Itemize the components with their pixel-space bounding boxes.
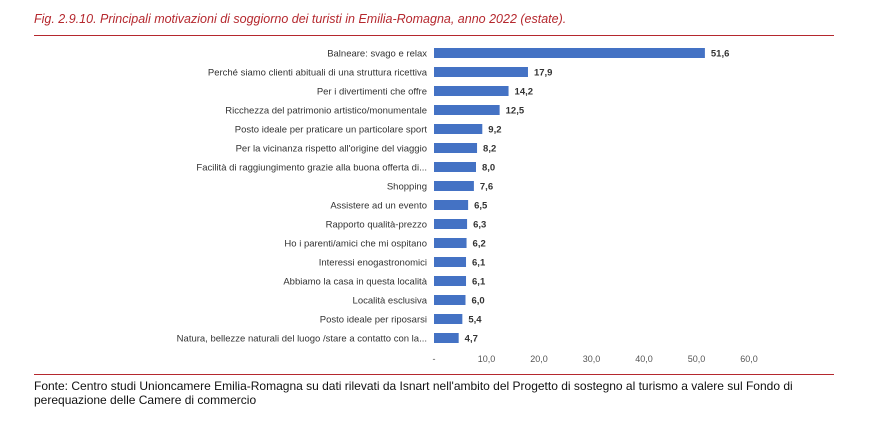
- bar: [434, 314, 463, 324]
- x-tick-label: 60,0: [740, 354, 758, 364]
- category-label: Per la vicinanza rispetto all'origine de…: [236, 144, 427, 155]
- title-rule: [34, 35, 834, 36]
- value-label: 5,4: [468, 315, 482, 326]
- x-tick-label: 40,0: [635, 354, 653, 364]
- value-label: 17,9: [534, 68, 553, 79]
- value-label: 14,2: [515, 87, 534, 98]
- category-label: Balneare: svago e relax: [327, 49, 427, 60]
- bar-chart: Balneare: svago e relax Perché siamo clie…: [177, 48, 758, 364]
- value-labels: 51,6 17,914,2 12,5 9,2 8,2 8,0 7,6 6,5 6,3 6,2 6,1…: [465, 49, 730, 345]
- category-label: Facilità di raggiungimento grazie alla b…: [196, 163, 427, 174]
- category-labels: Balneare: svago e relax Perché siamo clie…: [177, 49, 428, 345]
- category-label: Per i divertimenti che offre: [317, 87, 427, 98]
- value-label: 6,1: [472, 277, 486, 288]
- value-label: 6,5: [474, 201, 488, 212]
- bar: [434, 124, 483, 134]
- category-label: Ricchezza del patrimonio artistico/monum…: [225, 106, 427, 117]
- figure-title: Fig. 2.9.10. Principali motivazioni di s…: [34, 12, 567, 26]
- bar: [434, 105, 500, 115]
- value-label: 6,1: [472, 258, 486, 269]
- value-label: 4,7: [465, 334, 478, 345]
- category-label: Perché siamo clienti abituali di una str…: [208, 68, 428, 79]
- value-label: 7,6: [480, 182, 493, 193]
- category-label: Shopping: [387, 182, 427, 193]
- source-rule: [34, 374, 834, 375]
- value-label: 6,0: [472, 296, 485, 307]
- value-label: 9,2: [488, 125, 501, 136]
- bar: [434, 143, 478, 153]
- x-tick-label: -: [433, 354, 436, 364]
- value-label: 6,3: [473, 220, 486, 231]
- value-label: 12,5: [506, 106, 525, 117]
- bar: [434, 238, 467, 248]
- x-tick-label: 20,0: [530, 354, 548, 364]
- value-label: 8,2: [483, 144, 496, 155]
- bar: [434, 333, 459, 343]
- category-label: Posto ideale per riposarsi: [320, 315, 427, 326]
- x-tick-label: 30,0: [583, 354, 601, 364]
- bar: [434, 162, 476, 172]
- bar: [434, 200, 469, 210]
- bar: [434, 48, 705, 58]
- value-label: 6,2: [473, 239, 486, 250]
- bar: [434, 219, 468, 229]
- bar: [434, 257, 467, 267]
- bar: [434, 181, 474, 191]
- category-label: Rapporto qualità-prezzo: [326, 220, 427, 231]
- category-label: Località esclusiva: [353, 296, 428, 307]
- bar: [434, 295, 466, 305]
- x-axis-ticks: - 10,0 20,0 30,0 40,0 50,0 60,0: [433, 354, 758, 364]
- x-tick-label: 10,0: [478, 354, 496, 364]
- value-label: 51,6: [711, 49, 730, 60]
- bar: [434, 276, 467, 286]
- bar: [434, 67, 528, 77]
- value-label: 8,0: [482, 163, 495, 174]
- bars: [434, 48, 705, 343]
- bar: [434, 86, 509, 96]
- category-label: Assistere ad un evento: [330, 201, 427, 212]
- category-label: Ho i parenti/amici che mi ospitano: [284, 239, 427, 250]
- source-note: Fonte: Centro studi Unioncamere Emilia-R…: [34, 379, 793, 407]
- category-label: Abbiamo la casa in questa località: [283, 277, 427, 288]
- category-label: Posto ideale per praticare un particolar…: [235, 125, 428, 136]
- category-label: Natura, bellezze naturali del luogo /sta…: [177, 334, 427, 345]
- x-tick-label: 50,0: [688, 354, 706, 364]
- category-label: Interessi enogastronomici: [319, 258, 427, 269]
